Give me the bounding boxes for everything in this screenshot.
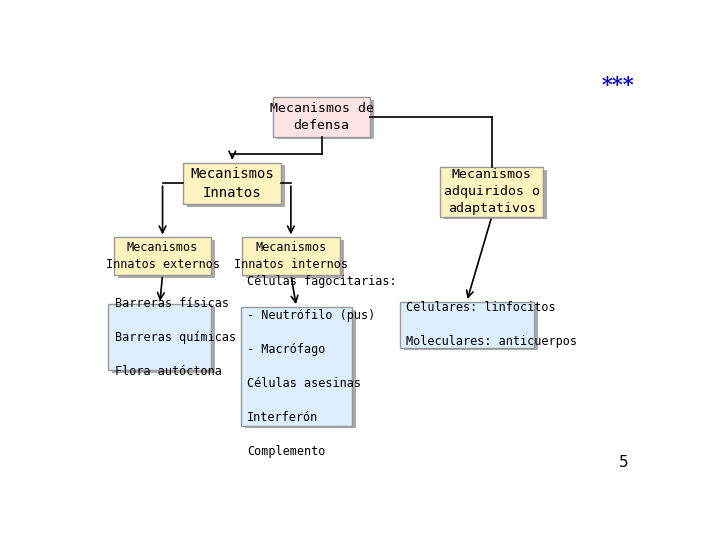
FancyBboxPatch shape	[440, 167, 544, 217]
FancyBboxPatch shape	[187, 165, 285, 207]
Text: 5: 5	[619, 455, 629, 470]
FancyBboxPatch shape	[240, 307, 352, 426]
Text: Mecanismos
Innatos externos: Mecanismos Innatos externos	[106, 241, 220, 271]
FancyBboxPatch shape	[404, 305, 538, 350]
FancyBboxPatch shape	[108, 304, 212, 370]
FancyBboxPatch shape	[400, 302, 534, 348]
Text: Mecanismos
Innatos internos: Mecanismos Innatos internos	[234, 241, 348, 271]
Text: Mecanismos
adquiridos o
adaptativos: Mecanismos adquiridos o adaptativos	[444, 168, 540, 215]
Text: Barreras físicas

Barreras químicas

Flora autóctona: Barreras físicas Barreras químicas Flora…	[114, 296, 236, 377]
FancyBboxPatch shape	[245, 310, 356, 428]
Text: Mecanismos
Innatos: Mecanismos Innatos	[190, 167, 274, 199]
FancyBboxPatch shape	[444, 170, 547, 219]
Text: Mecanismos de
defensa: Mecanismos de defensa	[269, 102, 374, 132]
FancyBboxPatch shape	[117, 240, 215, 278]
Text: Celulares: linfocitos

Moleculares: anticuerpos: Celulares: linfocitos Moleculares: antic…	[406, 301, 577, 348]
Text: ***: ***	[601, 75, 634, 95]
FancyBboxPatch shape	[114, 238, 212, 275]
FancyBboxPatch shape	[112, 307, 215, 373]
Text: Células fagocitarias:

- Neutrófilo (pus)

- Macrófago

Células asesinas

Interf: Células fagocitarias: - Neutrófilo (pus)…	[248, 275, 397, 458]
FancyBboxPatch shape	[246, 240, 343, 278]
FancyBboxPatch shape	[242, 238, 340, 275]
FancyBboxPatch shape	[276, 100, 374, 139]
FancyBboxPatch shape	[184, 163, 281, 204]
FancyBboxPatch shape	[273, 97, 370, 137]
